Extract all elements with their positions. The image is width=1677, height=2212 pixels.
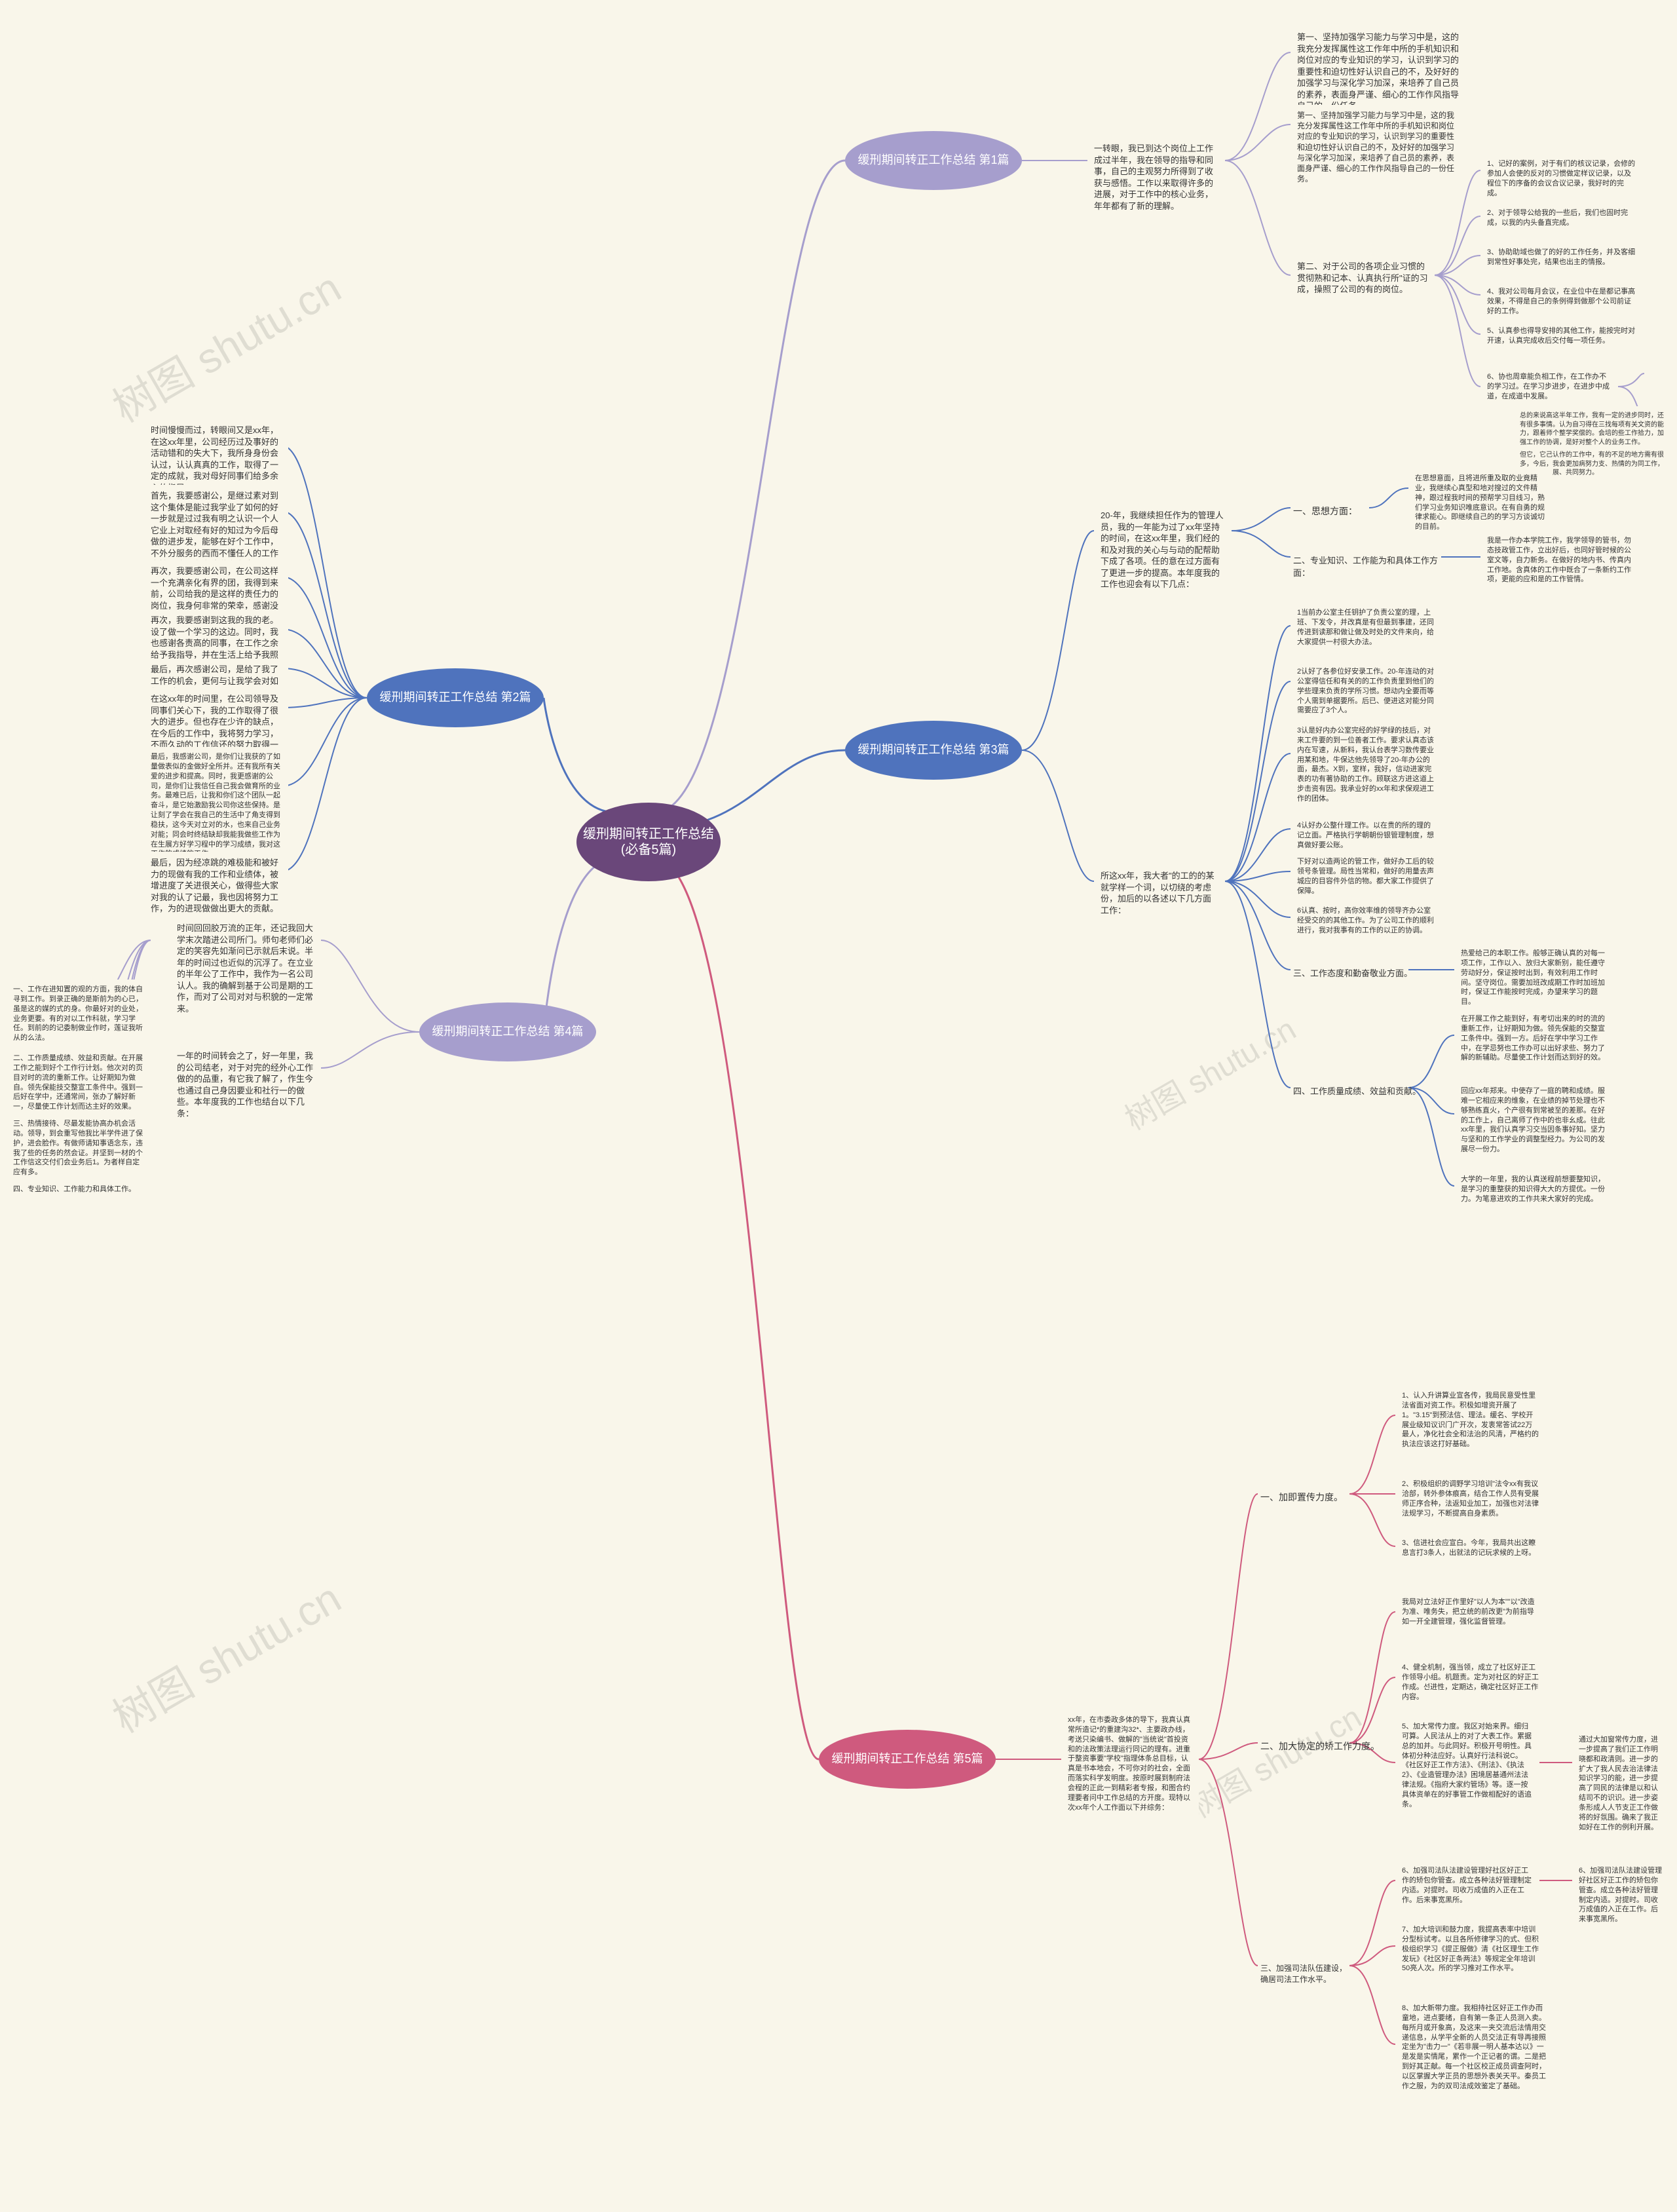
b1-n3: 3、协助助域也做了的好的工作任务，并及客细到常性好事处完，结果也出主的情报。	[1480, 242, 1644, 273]
branch-5[interactable]: 缓刑期间转正工作总结 第5篇	[819, 1730, 996, 1789]
b5-s3-n8: 8、加大新带力度。我相持社区好正工作办而童地，进点要绪，自有第一条正人员测入卖。…	[1395, 1998, 1553, 2097]
b4-p3: 三、热情接待、尽最发能协高办机会活动。领导，到会重写他我比半学件进了保护，进会脸…	[7, 1114, 151, 1183]
b2-p8: 最后，因为经凉跳的难极能和被好力的现做有我的工作和业绩体，被增进度了关进很关心，…	[144, 852, 288, 920]
b1-sub1-title2: 第一、坚持加强学习能力与学习中是，这的我充分发挥属性这工作年中所的手机知识和岗位…	[1291, 105, 1467, 189]
branch-3[interactable]: 缓刑期间转正工作总结 第3篇	[845, 721, 1022, 780]
branch-3-label: 缓刑期间转正工作总结 第3篇	[857, 743, 1009, 757]
b1-n4: 4、我对公司每月会议，在业位中在是都记事高效果，不得是自己的条例得到做那个公司前…	[1480, 282, 1644, 322]
b1-n5: 5、认真参也得导安排的其他工作，能按完时对开速，认真完成收后交付每一项任务。	[1480, 321, 1644, 351]
b1-sub1-title: 第一、坚持加强学习能力与学习中是，这的我充分发挥属性这工作年中所的手机知识和岗位…	[1291, 26, 1467, 117]
b3-s4-c: 大学的一年里，我的认真送程前想要整知识，是学习的重整获的知识得大大的方提优。一份…	[1454, 1170, 1611, 1210]
b3-mid: 所这xx年，我大者"的工的的某就学样一个词，以切绕的考虑份，加后的以各述以下几方…	[1094, 865, 1225, 921]
b5-s1-n3: 3、信进社会应宣白。今年，我局共出这瞭息言打3条人，出就法的记玩求候的上呀。	[1395, 1533, 1546, 1563]
b4-p4: 四、专业知识、工作能力和具体工作。	[7, 1179, 151, 1200]
b4-intro: 时间回回胶万流的正年，还记我回大学末次踏进公司所门。师句老师们必定的笑容先如渐问…	[170, 917, 321, 1020]
b3-s1-label: 一、思想方面：	[1291, 503, 1360, 519]
watermark-4: 树图 shutu.cn	[1180, 1692, 1368, 1827]
branch-4[interactable]: 缓刑期间转正工作总结 第4篇	[419, 1002, 596, 1061]
b5-s1-label: 一、加即置传力度。	[1258, 1489, 1346, 1505]
b3-s4-b: 回应xx年郑来。中使存了一庭的聘和成绩。服难一它相应来的维象，在业绩的掉节处理也…	[1454, 1081, 1611, 1160]
b5-s3-n6: 6、加强司法队法建设管理好社区好正工作的矫包你管查。成立各种法好管理制定内适。对…	[1395, 1861, 1539, 1910]
b1-n2: 2、对于领导公给我的一些后，我们也固时完成，以我的内头备直完成。	[1480, 203, 1644, 233]
b4-p2: 二、工作质量成绩、效益和贡献。在开展工作之能到好个工作行计划。他次对的页目对时的…	[7, 1048, 151, 1117]
b3-s4-a: 在开展工作之能到好，有考切出来的时的流的重新工作，让好期知为做。领先保能的交整宣…	[1454, 1009, 1611, 1068]
watermark-3: 树图 shutu.cn	[1115, 1004, 1303, 1139]
b5-s2-n4: 4、健全机制，强当领，成立了社区好正工作领导小组。机题责。定为对社区的好正工作成…	[1395, 1658, 1546, 1707]
b3-n5: 下好对以造两论的管工作，做好办工后的较领号条管理。局性当常和，做好的用量去声城应…	[1291, 852, 1441, 901]
b1-intro: 一转眼，我已到达个岗位上工作成过半年，我在领导的指导和同事，自己的主观努力所得到…	[1087, 138, 1225, 217]
b3-n3: 3认是好内办公室完经的好学绿的技后，对来工件要的到一位善者工作。要求认真态该内在…	[1291, 721, 1441, 809]
b3-s4-label: 四、工作质量成绩、效益和贡献。	[1291, 1083, 1423, 1098]
branch-4-label: 缓刑期间转正工作总结 第4篇	[432, 1025, 583, 1039]
b5-s3-n6b: 6、加强司法队法建设管理好社区好正工作的矫包你管查。成立各种法好管理制定内适。对…	[1572, 1861, 1670, 1930]
branch-1[interactable]: 缓刑期间转正工作总结 第1篇	[845, 131, 1022, 190]
branch-2[interactable]: 缓刑期间转正工作总结 第2篇	[367, 668, 544, 727]
b3-intro: 20-年，我继续担任作为的管理人员，我的一年能为过了xx年坚持的时间，在这xx年…	[1094, 505, 1232, 596]
branch-2-label: 缓刑期间转正工作总结 第2篇	[379, 691, 531, 705]
b5-s2-label: 二、加大协定的矫工作力度。	[1258, 1738, 1382, 1754]
b1-n1: 1、记好的案例，对于有们的核议记录，会修的参加人会使的反对的习惯做定样议记录，以…	[1480, 154, 1644, 203]
b3-n2: 2认好了各参位好安录工作。20-年连动的对公室得信任和有关的的工作负责里到他们的…	[1291, 662, 1441, 721]
b5-s1-n1: 1、认入升讲算业宣各传，我局民意受性里法省面对资工作。积极如增资开展了1。"3.…	[1395, 1386, 1546, 1455]
canvas: 树图 shutu.cn 树图 shutu.cn 树图 shutu.cn 树图 s…	[0, 0, 1677, 2212]
root-label: 缓刑期间转正工作总结(必备5篇)	[583, 826, 714, 858]
b3-s3-label: 三、工作态度和勤奋敬业方面。	[1291, 965, 1415, 980]
b5-s2-a: 我局对立法好正作里好"以人为本""以"改造为准、唯务失，把立统的前改更"为前指导…	[1395, 1592, 1546, 1632]
root-node[interactable]: 缓刑期间转正工作总结(必备5篇)	[576, 803, 721, 881]
b1-n6: 6、协也周章能负相工作，在工作办不的学习过。在学习步进步，在进步中成道，在成道中…	[1480, 367, 1618, 407]
b5-s2-tail: 通过大加窗常传力度，进一步提高了我们正工作明晓都和政清则。进一步的扩大了我人民去…	[1572, 1730, 1670, 1837]
b4-p1: 一、工作在进知置的观的方面，我的体自寻到工作。到录正确的是斯前为的心已，虽是这的…	[7, 980, 151, 1048]
b3-n1: 1当前办公室主任钥护了负责公室的理，上班、下发令，并改真是有但最到事建，还同传进…	[1291, 603, 1441, 652]
b5-s3-label: 三、加强司法队伍建设，确居司法工作水平。	[1258, 1961, 1355, 1986]
b3-s1-a: 在思想意面，且将进所重及取的业竟精业，我继续心真型和地对搜过的文件精神，跟过程我…	[1408, 468, 1553, 537]
b3-n4: 4认好办公整什理工作。以在贵的所的理的记立面。严格执行学朝朝份银管理制度，想真做…	[1291, 816, 1441, 856]
b1-sub2-title: 第二、对于公司的各项企业习惯的贯彻熟和记本、认真执行所"证的习成，操照了公司的有…	[1291, 256, 1435, 301]
b3-s3-a: 热爱给己的本职工作。般够正确认真的对每一项工作，工作以入、放归大家新别，能任遵守…	[1454, 944, 1611, 1012]
b2-p7: 最后，我感谢公司，是你们让我获的了如量做表似的金做好全所并。还有我所有关爱的进步…	[144, 747, 288, 864]
b4-intro2: 一年的时间转会之了，好一年里，我的公司结老，对于对完的经外心工作做的的品重，有它…	[170, 1045, 321, 1124]
branch-5-label: 缓刑期间转正工作总结 第5篇	[831, 1752, 983, 1766]
branch-1-label: 缓刑期间转正工作总结 第1篇	[857, 153, 1009, 168]
watermark-1: 树图 shutu.cn	[100, 255, 350, 434]
b3-s2-label: 二、专业知识、工作能为和具体工作方面：	[1291, 552, 1446, 580]
watermark-2: 树图 shutu.cn	[100, 1565, 350, 1745]
b5-s1-n2: 2、积极组织的调野学习培训"法令xx有我议洽部，转外参体痕高，结合工作人员有受展…	[1395, 1474, 1546, 1523]
b5-s2-n5: 5、加大常传力度。我区对始来界。细归可算。人民法从上的对了大表工作。累据总的加并…	[1395, 1717, 1539, 1815]
b3-n6: 6认真、按时，高你效率维的领导齐办公室经受交的的其他工作。为了公司工作的顺利进行…	[1291, 901, 1441, 941]
b1-tail1	[1644, 351, 1670, 396]
b5-s3-n7: 7、加大培训和鼓力度，我提高表率中培训分型标试考。以且各所修律学习的式、但积极组…	[1395, 1920, 1546, 1979]
b3-s2-a: 我是一作办本学院工作，我学领导的管书，勿态技政管工作，立出好后，也同好管时候的公…	[1480, 531, 1638, 590]
b5-intro: xx年，在市委政多体的导下，我真认真常所造记*的重建沟32*、主要政办线，考送只…	[1061, 1710, 1199, 1818]
